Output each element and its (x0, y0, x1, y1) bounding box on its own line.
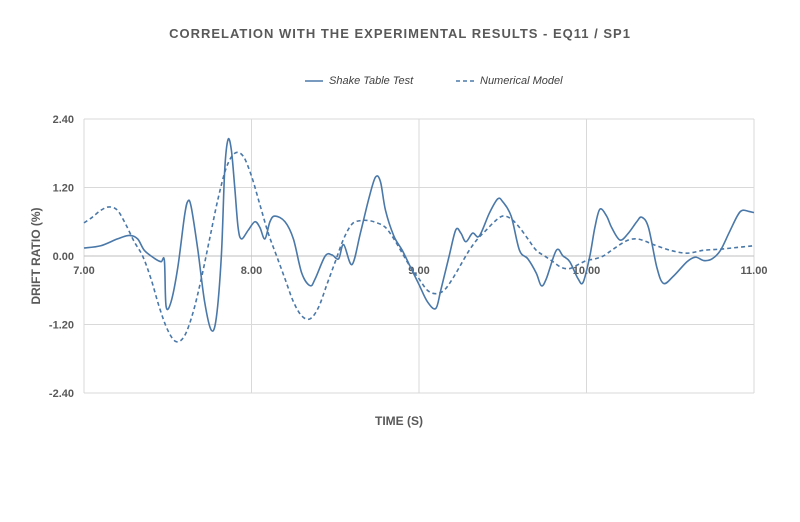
y-tick-label: 2.40 (53, 114, 74, 126)
y-axis-title: DRIFT RATIO (%) (29, 207, 43, 304)
legend-entry-numerical-model: Numerical Model (456, 75, 563, 87)
x-tick-label: 7.00 (73, 265, 94, 277)
y-tick-label: 0.00 (53, 251, 74, 263)
legend-entry-shake-table-test: Shake Table Test (305, 75, 413, 87)
x-axis-title: TIME (S) (375, 414, 423, 428)
y-tick-label: -2.40 (49, 388, 74, 400)
series-line-shake-table-test (83, 137, 755, 332)
series-line-numerical-model (83, 151, 755, 343)
legend: Shake Table Test Numerical Model (0, 75, 800, 93)
y-tick-label: -1.20 (49, 320, 74, 332)
y-tick-label: 1.20 (53, 183, 74, 195)
legend-label-numerical-model: Numerical Model (480, 75, 563, 87)
legend-swatch-solid (305, 80, 323, 82)
legend-label-shake-table-test: Shake Table Test (329, 75, 414, 87)
x-tick-label: 8.00 (241, 265, 262, 277)
x-tick-label: 11.00 (741, 265, 768, 277)
chart-title: CORRELATION WITH THE EXPERIMENTAL RESULT… (169, 26, 631, 41)
legend-swatch-dashed (456, 80, 474, 82)
